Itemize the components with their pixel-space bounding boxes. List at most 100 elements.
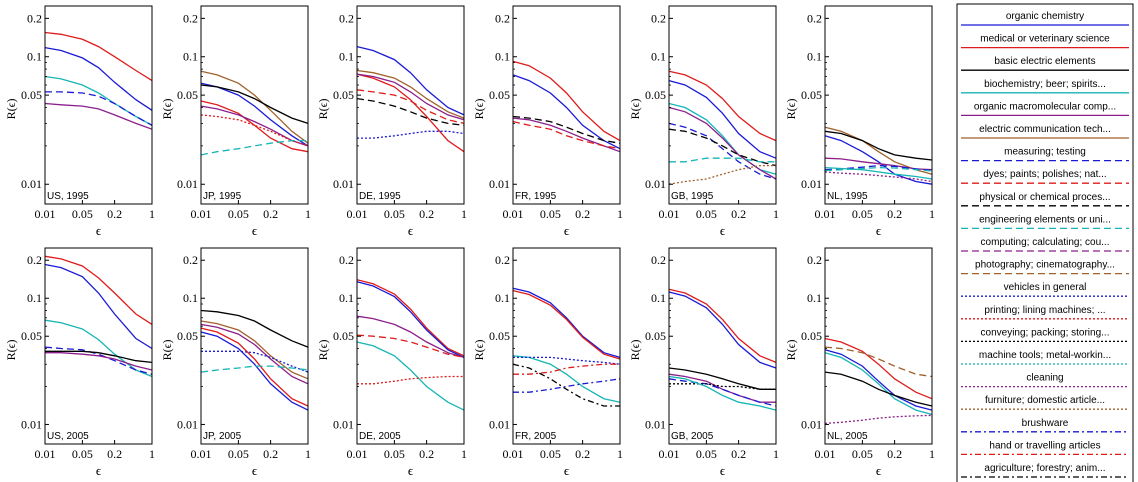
y-tick-label: 0.2 xyxy=(651,253,666,267)
legend-label: biochemistry; beer; spirits... xyxy=(984,79,1106,90)
legend-item: physical or chemical proces... xyxy=(961,192,1129,207)
series-line xyxy=(668,378,777,407)
y-tick-label: 0.05 xyxy=(177,88,198,102)
x-tick-label: 0.01 xyxy=(503,207,524,221)
panel-nl-1995: 0.01 0.05 0.1 0.2 0.01 0.05 0.2 1 ϵ R(ϵ) NL, 1995 xyxy=(784,5,935,238)
x-tick-label: 0.05 xyxy=(852,447,873,461)
y-tick-label: 0.05 xyxy=(333,329,354,343)
x-tick-label: 0.2 xyxy=(575,447,590,461)
series-line xyxy=(200,139,308,156)
y-tick-label: 0.2 xyxy=(495,253,510,267)
series-line xyxy=(356,89,465,125)
series-line xyxy=(513,356,621,365)
series-line xyxy=(824,371,933,407)
x-tick-label: 0.2 xyxy=(731,447,746,461)
y-axis-label: R(ϵ) xyxy=(784,339,798,360)
y-tick-label: 0.05 xyxy=(489,329,510,343)
series-line xyxy=(44,102,153,130)
x-tick-label: 1 xyxy=(929,207,935,221)
plot-frame xyxy=(668,5,777,205)
x-tick-label: 0.2 xyxy=(887,447,902,461)
y-tick-label: 0.05 xyxy=(333,88,354,102)
series-line xyxy=(824,346,933,378)
y-tick-label: 0.05 xyxy=(21,329,42,343)
panel-de-1995: 0.01 0.05 0.1 0.2 0.01 0.05 0.2 1 ϵ R(ϵ) DE, 1995 xyxy=(316,5,467,238)
series-line xyxy=(44,75,153,126)
series-line xyxy=(357,375,464,385)
legend-item: measuring; testing xyxy=(961,147,1129,162)
series-line xyxy=(669,157,776,163)
x-axis-label: ϵ xyxy=(408,223,413,238)
legend-label: computing; calculating; cou... xyxy=(981,237,1110,248)
series-line xyxy=(200,320,309,380)
plot-frame xyxy=(200,5,309,205)
legend-label: organic chemistry xyxy=(1006,11,1084,22)
series-line xyxy=(512,120,621,150)
legend-label: dyes; paints; polishes; nat... xyxy=(983,169,1106,180)
series-line xyxy=(824,166,933,180)
x-tick-label: 0.2 xyxy=(107,447,122,461)
series-line xyxy=(45,352,153,371)
y-tick-label: 0.1 xyxy=(651,291,666,305)
legend-item: electric communication tech... xyxy=(961,124,1129,139)
series-line xyxy=(824,135,933,185)
series-line xyxy=(824,352,933,416)
legend-label: engineering elements or uni... xyxy=(979,214,1111,225)
panel-label: NL, 1995 xyxy=(827,191,868,202)
series-line xyxy=(356,315,465,359)
legend-label: basic electric elements xyxy=(994,56,1095,67)
y-tick-label: 0.1 xyxy=(807,50,822,64)
panel-label: NL, 2005 xyxy=(827,431,868,442)
x-tick-label: 0.01 xyxy=(659,207,680,221)
panel-jp-2005: 0.01 0.05 0.1 0.2 0.01 0.05 0.2 1 ϵ R(ϵ) JP, 2005 xyxy=(160,247,311,478)
x-tick-label: 0.01 xyxy=(35,207,56,221)
x-tick-label: 0.2 xyxy=(419,207,434,221)
x-tick-label: 0.01 xyxy=(347,207,368,221)
x-tick-label: 0.05 xyxy=(540,447,561,461)
series-line xyxy=(512,287,621,359)
series-line xyxy=(824,337,933,400)
y-tick-label: 0.01 xyxy=(801,417,822,431)
x-tick-label: 1 xyxy=(773,447,779,461)
y-axis-label: R(ϵ) xyxy=(4,339,18,360)
x-axis-label: ϵ xyxy=(252,463,257,478)
x-tick-label: 0.05 xyxy=(228,447,249,461)
x-axis-label: ϵ xyxy=(252,223,257,238)
panel-jp-1995: 0.01 0.05 0.1 0.2 0.01 0.05 0.2 1 ϵ R(ϵ) JP, 1995 xyxy=(160,5,311,238)
panel-fr-2005: 0.01 0.05 0.1 0.2 0.01 0.05 0.2 1 ϵ R(ϵ) FR, 2005 xyxy=(472,247,623,478)
y-tick-label: 0.01 xyxy=(489,417,510,431)
y-tick-label: 0.01 xyxy=(21,417,42,431)
x-tick-label: 0.05 xyxy=(228,207,249,221)
series-line xyxy=(357,130,465,139)
series-line xyxy=(513,363,620,375)
legend-item: conveying; packing; storing... xyxy=(961,327,1129,343)
legend-label: physical or chemical proces... xyxy=(979,192,1110,203)
y-tick-label: 0.01 xyxy=(333,177,354,191)
series-line xyxy=(668,291,777,369)
legend-item: engineering elements or uni... xyxy=(961,214,1129,230)
series-line xyxy=(200,84,309,125)
panel-label: GB, 1995 xyxy=(671,191,714,202)
plot-frame xyxy=(668,247,777,445)
x-tick-label: 1 xyxy=(149,207,155,221)
legend-item: computing; calculating; cou... xyxy=(961,237,1129,252)
y-tick-label: 0.05 xyxy=(177,329,198,343)
legend-item: photography; cinematography... xyxy=(961,260,1129,275)
series-line xyxy=(668,106,777,180)
y-tick-label: 0.01 xyxy=(21,177,42,191)
y-tick-label: 0.2 xyxy=(651,11,666,25)
series-line xyxy=(512,355,621,403)
x-tick-label: 1 xyxy=(461,207,467,221)
x-tick-label: 0.05 xyxy=(852,207,873,221)
legend-item: organic macromolecular comp... xyxy=(961,101,1129,117)
legend-item: agriculture; forestry; anim... xyxy=(961,463,1129,478)
y-tick-label: 0.1 xyxy=(807,291,822,305)
y-tick-label: 0.2 xyxy=(807,253,822,267)
legend-box xyxy=(956,3,1134,482)
y-axis-label: R(ϵ) xyxy=(784,99,798,120)
legend-label: printing; lining machines; ... xyxy=(984,305,1105,316)
x-tick-label: 0.01 xyxy=(191,447,212,461)
legend-label: photography; cinematography... xyxy=(975,260,1115,271)
series-line xyxy=(44,31,153,82)
